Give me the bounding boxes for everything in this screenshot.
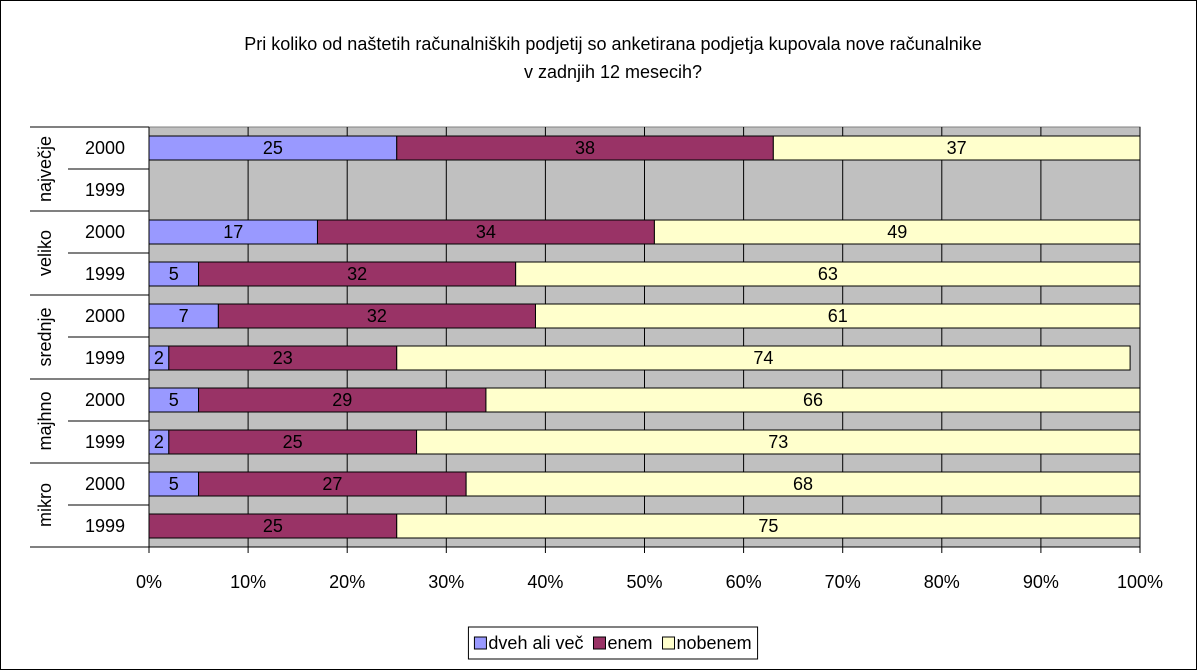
chart-title: v zadnjih 12 mesecih? xyxy=(524,62,702,82)
bar-segment xyxy=(485,387,1141,413)
y-tick-label: 1999 xyxy=(85,516,125,536)
legend xyxy=(467,626,759,660)
legend-swatch xyxy=(592,636,606,650)
data-label: 34 xyxy=(476,222,496,242)
data-label: 63 xyxy=(818,264,838,284)
data-label: 7 xyxy=(179,306,189,326)
x-tick-label: 80% xyxy=(924,572,960,592)
data-label: 25 xyxy=(263,516,283,536)
data-label: 17 xyxy=(223,222,243,242)
legend-label: nobenem xyxy=(677,633,752,653)
bar-segment xyxy=(168,345,398,371)
x-tick-label: 20% xyxy=(329,572,365,592)
legend-swatch xyxy=(662,636,676,650)
data-label: 73 xyxy=(768,432,788,452)
group-label: srednje xyxy=(35,307,55,366)
data-label: 66 xyxy=(803,390,823,410)
y-tick-label: 1999 xyxy=(85,432,125,452)
bar-segment xyxy=(396,513,1141,539)
bar-segment xyxy=(198,471,467,497)
x-tick-label: 90% xyxy=(1023,572,1059,592)
group-label: največje xyxy=(35,136,55,202)
bar-segment xyxy=(168,429,418,455)
data-label: 5 xyxy=(169,264,179,284)
data-label: 74 xyxy=(753,348,773,368)
y-tick-label: 2000 xyxy=(85,222,125,242)
bar-segment xyxy=(198,261,517,287)
data-label: 5 xyxy=(169,390,179,410)
data-label: 2 xyxy=(154,432,164,452)
data-label: 23 xyxy=(273,348,293,368)
data-label: 61 xyxy=(828,306,848,326)
bar-segment xyxy=(148,513,398,539)
group-label: majhno xyxy=(35,391,55,450)
x-tick-label: 100% xyxy=(1117,572,1163,592)
legend-swatch xyxy=(473,636,487,650)
data-label: 2 xyxy=(154,348,164,368)
x-tick-label: 50% xyxy=(626,572,662,592)
bar-segment xyxy=(534,303,1141,329)
bar-segment xyxy=(653,219,1141,245)
bar-segment xyxy=(465,471,1141,497)
x-tick-label: 60% xyxy=(726,572,762,592)
bar-segment xyxy=(396,135,774,161)
bar-segment xyxy=(148,261,200,287)
chart-title: Pri koliko od naštetih računalniških pod… xyxy=(244,34,981,54)
x-tick-label: 30% xyxy=(428,572,464,592)
group-label: mikro xyxy=(35,483,55,527)
y-tick-label: 2000 xyxy=(85,306,125,326)
legend-label: enem xyxy=(607,633,652,653)
y-tick-label: 2000 xyxy=(85,138,125,158)
data-label: 37 xyxy=(947,138,967,158)
group-label: veliko xyxy=(35,230,55,276)
legend-label: dveh ali več xyxy=(488,633,583,653)
data-label: 49 xyxy=(887,222,907,242)
data-label: 29 xyxy=(332,390,352,410)
data-label: 5 xyxy=(169,474,179,494)
bar-segment xyxy=(772,135,1141,161)
data-label: 32 xyxy=(367,306,387,326)
bar-segment xyxy=(416,429,1141,455)
data-label: 32 xyxy=(347,264,367,284)
data-label: 38 xyxy=(575,138,595,158)
bar-segment xyxy=(316,219,655,245)
data-label: 25 xyxy=(283,432,303,452)
bar-segment xyxy=(217,303,536,329)
x-tick-label: 0% xyxy=(136,572,162,592)
y-tick-label: 2000 xyxy=(85,474,125,494)
x-tick-label: 10% xyxy=(230,572,266,592)
y-tick-label: 1999 xyxy=(85,348,125,368)
bar-segment xyxy=(515,261,1141,287)
bar-segment xyxy=(148,135,398,161)
bar-segment xyxy=(148,303,219,329)
y-tick-label: 2000 xyxy=(85,390,125,410)
data-label: 27 xyxy=(322,474,342,494)
bar-segment xyxy=(148,219,318,245)
y-tick-label: 1999 xyxy=(85,180,125,200)
x-tick-label: 40% xyxy=(527,572,563,592)
data-label: 68 xyxy=(793,474,813,494)
bar-segment xyxy=(198,387,487,413)
bar-segment xyxy=(148,471,200,497)
data-label: 25 xyxy=(263,138,283,158)
bar-segment xyxy=(396,345,1131,371)
x-tick-label: 70% xyxy=(825,572,861,592)
bar-segment xyxy=(148,387,200,413)
data-label: 75 xyxy=(758,516,778,536)
y-tick-label: 1999 xyxy=(85,264,125,284)
